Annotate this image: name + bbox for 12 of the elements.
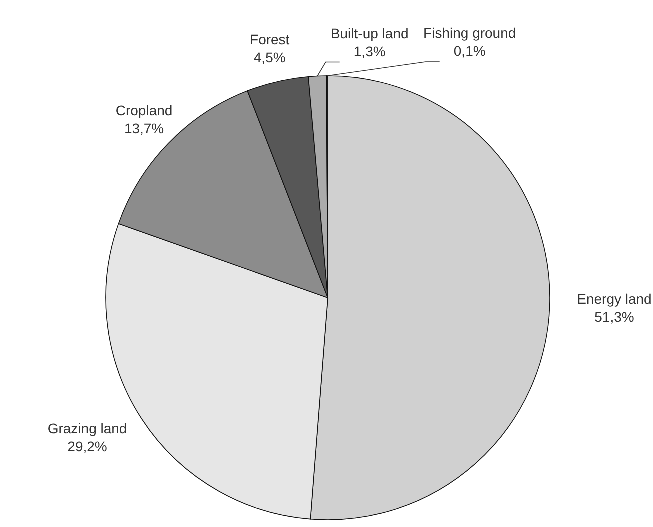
data-label: 1,3% [354,43,386,60]
data-label: 13,7% [124,120,164,137]
slice-label: Fishing ground [424,25,516,41]
slice-label: Forest [250,32,290,48]
data-label: 0,1% [454,43,486,59]
slice-label: Built-up land [330,25,409,42]
data-label: 51,3% [594,309,634,326]
data-label: 4,5% [254,50,286,66]
slice-label: Grazing land [48,420,128,436]
slice-label: Energy land [577,291,652,308]
data-label: 29,2% [68,438,108,454]
slice-label: Cropland [116,102,173,119]
